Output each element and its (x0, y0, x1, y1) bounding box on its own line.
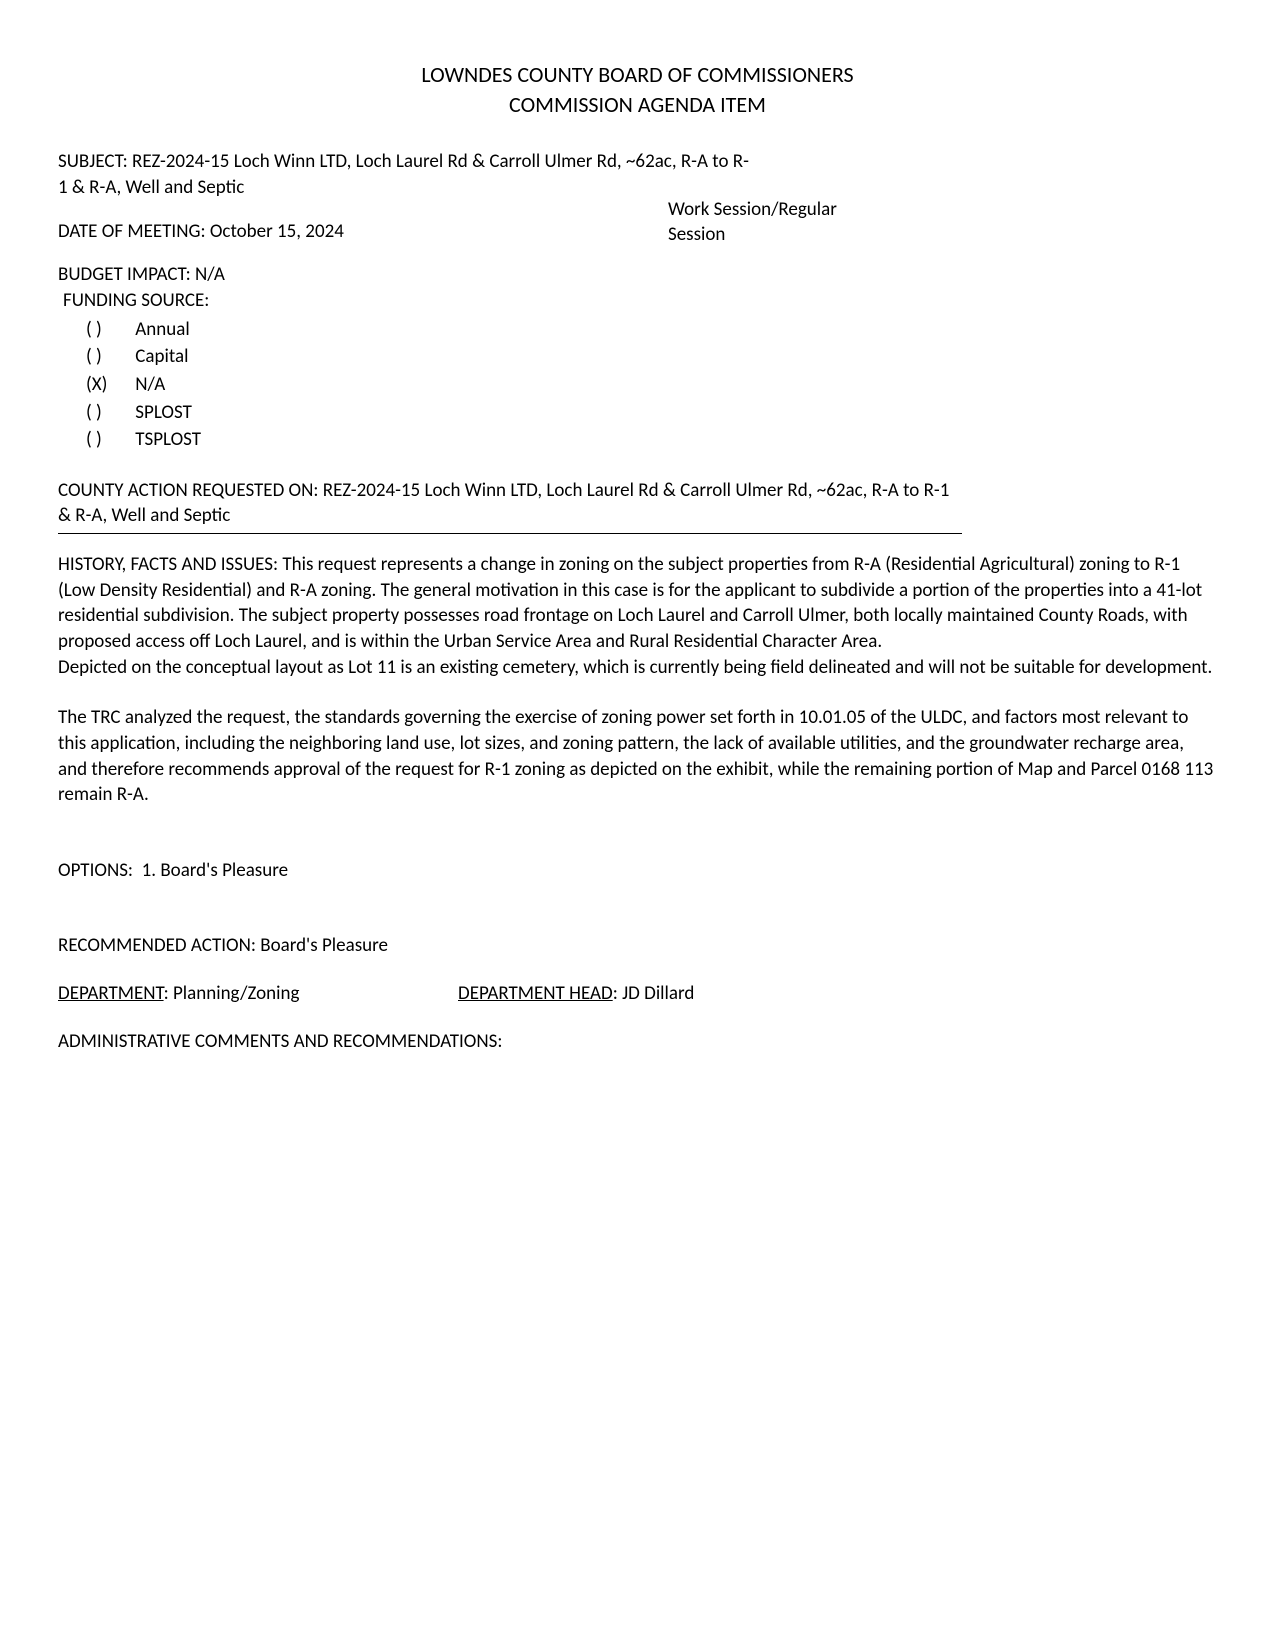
top-section: SUBJECT: REZ-2024-15 Loch Winn LTD, Loch… (58, 149, 1217, 452)
funding-option-label: Annual (135, 318, 189, 341)
history-section: HISTORY, FACTS AND ISSUES: This request … (58, 552, 1217, 808)
funding-list: ( ) Annual ( ) Capital (X) N/A ( ) SPLOS… (86, 317, 1217, 453)
funding-item-splost: ( ) SPLOST (86, 400, 1217, 426)
recommended-label: RECOMMENDED ACTION: (58, 934, 256, 957)
funding-check: ( ) (86, 400, 131, 426)
action-section: COUNTY ACTION REQUESTED ON: REZ-2024-15 … (58, 478, 962, 534)
admin-label: ADMINISTRATIVE COMMENTS AND RECOMMENDATI… (58, 1030, 502, 1053)
history-para-3: The TRC analyzed the request, the standa… (58, 705, 1217, 808)
action-label: COUNTY ACTION REQUESTED ON: (58, 479, 319, 502)
session-type: Work Session/Regular Session (668, 197, 848, 248)
recommended-section: RECOMMENDED ACTION: Board's Pleasure (58, 933, 1217, 959)
header-title-2: COMMISSION AGENDA ITEM (58, 90, 1217, 120)
history-label: HISTORY, FACTS AND ISSUES: (58, 553, 278, 576)
funding-check: ( ) (86, 317, 131, 343)
funding-option-label: SPLOST (135, 401, 192, 424)
funding-check: (X) (86, 372, 131, 398)
funding-item-na: (X) N/A (86, 372, 1217, 398)
department-row: DEPARTMENT: Planning/Zoning DEPARTMENT H… (58, 981, 1217, 1007)
funding-check: ( ) (86, 344, 131, 370)
department-head-label: DEPARTMENT HEAD (458, 982, 613, 1005)
budget-label: BUDGET IMPACT: (58, 263, 191, 286)
subject-label: SUBJECT: (58, 150, 128, 173)
admin-section: ADMINISTRATIVE COMMENTS AND RECOMMENDATI… (58, 1029, 1217, 1055)
funding-item-capital: ( ) Capital (86, 344, 1217, 370)
funding-option-label: Capital (135, 345, 188, 368)
department-label: DEPARTMENT (58, 982, 164, 1005)
funding-label: FUNDING SOURCE: (63, 288, 1217, 314)
history-para-2: Depicted on the conceptual layout as Lot… (58, 655, 1217, 681)
department-colon: : (164, 982, 173, 1005)
options-text: 1. Board's Pleasure (142, 859, 288, 882)
header-title-1: LOWNDES COUNTY BOARD OF COMMISSIONERS (58, 60, 1217, 90)
department-head-value: JD Dillard (622, 982, 694, 1005)
options-label: OPTIONS: (58, 859, 133, 882)
meeting-row: DATE OF MEETING: October 15, 2024 Work S… (58, 219, 1217, 245)
funding-option-label: N/A (135, 373, 165, 396)
options-section: OPTIONS: 1. Board's Pleasure (58, 858, 1217, 884)
subject-text: REZ-2024-15 Loch Winn LTD, Loch Laurel R… (58, 150, 749, 199)
funding-item-tsplost: ( ) TSPLOST (86, 427, 1217, 453)
department-left: DEPARTMENT: Planning/Zoning (58, 981, 458, 1007)
department-right: DEPARTMENT HEAD: JD Dillard (458, 981, 694, 1007)
budget-row: BUDGET IMPACT: N/A (58, 262, 1217, 288)
funding-option-label: TSPLOST (135, 428, 201, 451)
budget-value: N/A (195, 263, 225, 286)
recommended-text: Board's Pleasure (260, 934, 388, 957)
subject-block: SUBJECT: REZ-2024-15 Loch Winn LTD, Loch… (58, 149, 753, 200)
department-section: DEPARTMENT: Planning/Zoning DEPARTMENT H… (58, 981, 1217, 1007)
department-head-colon: : (613, 982, 622, 1005)
funding-item-annual: ( ) Annual (86, 317, 1217, 343)
funding-check: ( ) (86, 427, 131, 453)
document-header: LOWNDES COUNTY BOARD OF COMMISSIONERS CO… (58, 60, 1217, 119)
history-para-1: HISTORY, FACTS AND ISSUES: This request … (58, 552, 1217, 655)
meeting-date: October 15, 2024 (210, 220, 344, 243)
meeting-label: DATE OF MEETING: (58, 220, 206, 243)
department-value: Planning/Zoning (173, 982, 299, 1005)
